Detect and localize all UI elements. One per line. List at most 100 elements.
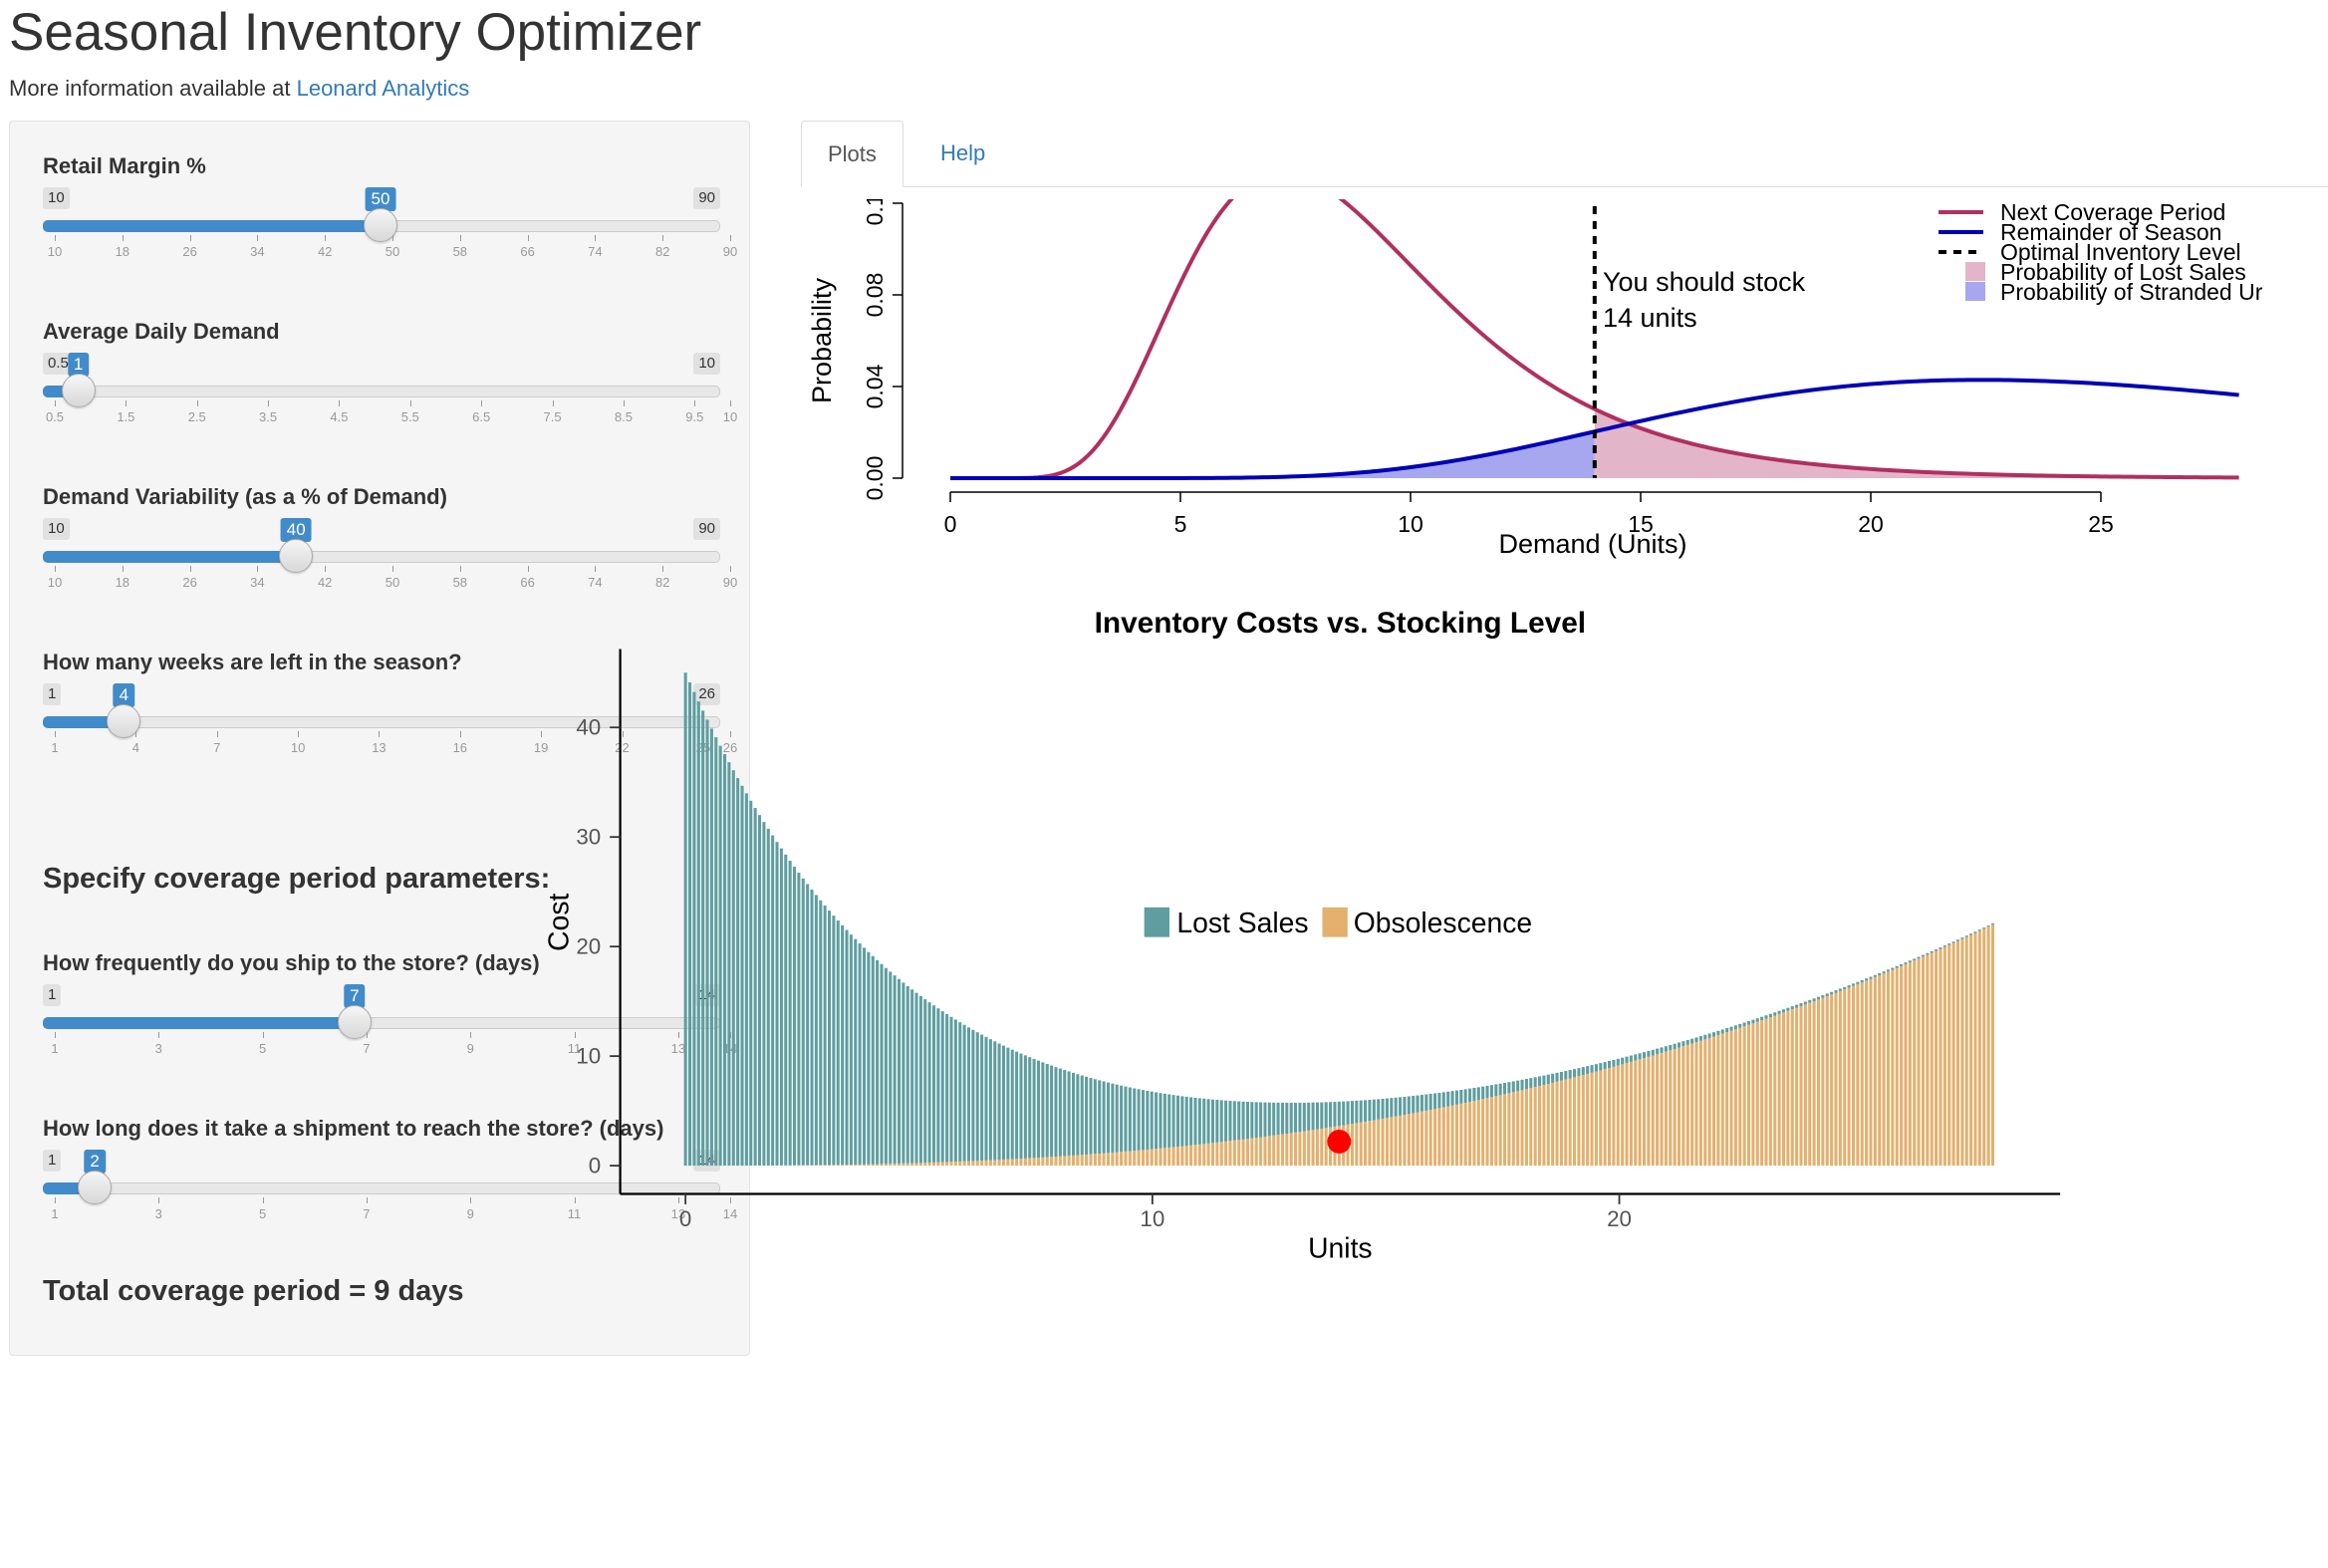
slider-tick-label: 10	[722, 409, 738, 424]
lost-sales-bar	[1171, 1095, 1175, 1148]
slider-handle[interactable]	[61, 374, 96, 407]
x-tick-label: 10	[1140, 1206, 1164, 1231]
lost-sales-bar	[1263, 1102, 1267, 1137]
obsolescence-bar	[1368, 1121, 1372, 1167]
lost-sales-bar	[806, 884, 810, 1166]
shipment-lead-time-slider[interactable]: 114213579111314	[43, 1150, 737, 1249]
lost-sales-bar	[1594, 1064, 1598, 1072]
slider-handle[interactable]	[78, 1171, 113, 1204]
obsolescence-bar	[1476, 1100, 1480, 1167]
slider-value-badge: 2	[84, 1150, 106, 1174]
lost-sales-bar	[705, 719, 709, 1167]
lost-sales-bar	[1276, 1102, 1280, 1136]
slider-tick-label: 3	[154, 1041, 162, 1056]
obsolescence-bar	[1990, 924, 1995, 1167]
lost-sales-bar	[1586, 1066, 1590, 1074]
lost-sales-bar	[1159, 1093, 1163, 1149]
obsolescence-bar	[975, 1161, 979, 1167]
obsolescence-bar	[893, 1164, 897, 1167]
slider-tick-label: 1	[51, 740, 59, 755]
lost-sales-bar	[1424, 1094, 1428, 1111]
obsolescence-bar	[1124, 1151, 1128, 1167]
obsolescence-bar	[1159, 1148, 1163, 1167]
weeks-left-slider[interactable]: 126414710131619222526	[43, 683, 737, 783]
slider-handle[interactable]	[337, 1005, 372, 1039]
tab-help[interactable]: Help	[940, 140, 986, 165]
slider-tick-label: 50	[385, 244, 400, 259]
obsolescence-bar	[836, 1165, 840, 1167]
obsolescence-bar	[1076, 1155, 1080, 1167]
lost-sales-bar	[1564, 1071, 1568, 1080]
obsolescence-bar	[897, 1163, 902, 1167]
obsolescence-bar	[1189, 1145, 1193, 1167]
lost-sales-bar	[1856, 981, 1860, 984]
obsolescence-bar	[1599, 1070, 1603, 1167]
lost-sales-bar	[1825, 993, 1829, 997]
lost-sales-bar	[1529, 1078, 1533, 1089]
lost-sales-bar	[1364, 1100, 1368, 1122]
lost-sales-bar	[1973, 931, 1977, 933]
lost-sales-bar	[1908, 960, 1912, 963]
obsolescence-bar	[1568, 1078, 1572, 1167]
obsolescence-bar	[1115, 1152, 1119, 1167]
slider-tick-label: 58	[452, 575, 468, 590]
demand-variability-slider[interactable]: 10 90 40 10 18 26 34 42 50 58 66 74 82 90	[43, 518, 737, 618]
slider-tick	[623, 400, 625, 406]
obsolescence-bar	[1555, 1081, 1559, 1167]
obsolescence-bar	[1542, 1085, 1546, 1167]
lost-sales-bar	[1873, 974, 1877, 977]
slider-tick-label: 1	[51, 1041, 59, 1056]
lost-sales-bar	[1621, 1057, 1625, 1065]
lost-sales-bar	[1193, 1097, 1197, 1146]
lost-sales-bar	[771, 835, 775, 1166]
lost-sales-bar	[1803, 1001, 1807, 1005]
obsolescence-bar	[1215, 1142, 1219, 1167]
slider-track[interactable]	[43, 386, 720, 397]
obsolescence-bar	[1412, 1113, 1416, 1167]
slider-tick	[55, 566, 56, 572]
obsolescence-bar	[1150, 1149, 1154, 1167]
annotation-line-2: 14 units	[1603, 303, 1697, 333]
ship-frequency-slider[interactable]: 114713579111314	[43, 984, 737, 1084]
x-tick-label: 5	[1174, 511, 1187, 537]
lost-sales-bar	[893, 975, 897, 1165]
obsolescence-bar	[1720, 1033, 1724, 1167]
obsolescence-bar	[1581, 1075, 1585, 1167]
slider-min-label: 0.5	[43, 353, 74, 375]
lost-sales-bar	[1298, 1102, 1302, 1133]
lost-sales-bar	[854, 938, 858, 1165]
slider-value-badge: 7	[344, 984, 366, 1008]
lost-sales-bar	[1333, 1102, 1337, 1127]
lost-sales-bar	[1202, 1098, 1206, 1145]
slider-handle[interactable]	[107, 704, 141, 738]
obsolescence-bar	[1459, 1103, 1463, 1167]
lost-sales-bar	[988, 1039, 992, 1161]
lost-sales-bar	[1023, 1055, 1027, 1159]
lost-sales-bar	[1677, 1042, 1681, 1048]
obsolescence-bar	[905, 1163, 909, 1167]
obsolescence-bar	[1917, 958, 1921, 1167]
obsolescence-bar	[1228, 1141, 1232, 1167]
lost-sales-bar	[1685, 1039, 1689, 1045]
tab-plots[interactable]: Plots	[801, 121, 904, 187]
slider-tick	[730, 566, 731, 572]
slider-tick-label: 82	[654, 244, 670, 259]
obsolescence-bar	[1964, 936, 1968, 1167]
slider-tick	[459, 731, 461, 737]
obsolescence-bar	[845, 1165, 849, 1167]
obsolescence-bar	[1276, 1135, 1280, 1167]
slider-tick-label: 4.5	[330, 409, 349, 424]
obsolescence-bar	[1307, 1130, 1311, 1167]
average-daily-demand-slider[interactable]: 0.5 10 1 0.5 1.5 2.5 3.5 4.5 5.5 6.5 7.5 8.5 9.5 10	[43, 353, 737, 452]
obsolescence-bar	[1503, 1094, 1507, 1167]
y-tick-label: 0.12	[862, 199, 888, 225]
slider-min-label: 1	[43, 683, 62, 705]
lost-sales-bar	[1063, 1070, 1067, 1157]
legend-entry: Next Coverage Period	[2000, 199, 2225, 225]
obsolescence-bar	[902, 1163, 905, 1167]
slider-handle[interactable]	[279, 539, 314, 573]
retail-margin-slider[interactable]: 10 90 50 10 18 26 34 42 50 58 66 74 82 90	[43, 187, 737, 287]
lost-sales-bar	[1329, 1102, 1333, 1128]
leonard-analytics-link[interactable]: Leonard Analytics	[296, 76, 470, 101]
slider-handle[interactable]	[364, 208, 397, 242]
